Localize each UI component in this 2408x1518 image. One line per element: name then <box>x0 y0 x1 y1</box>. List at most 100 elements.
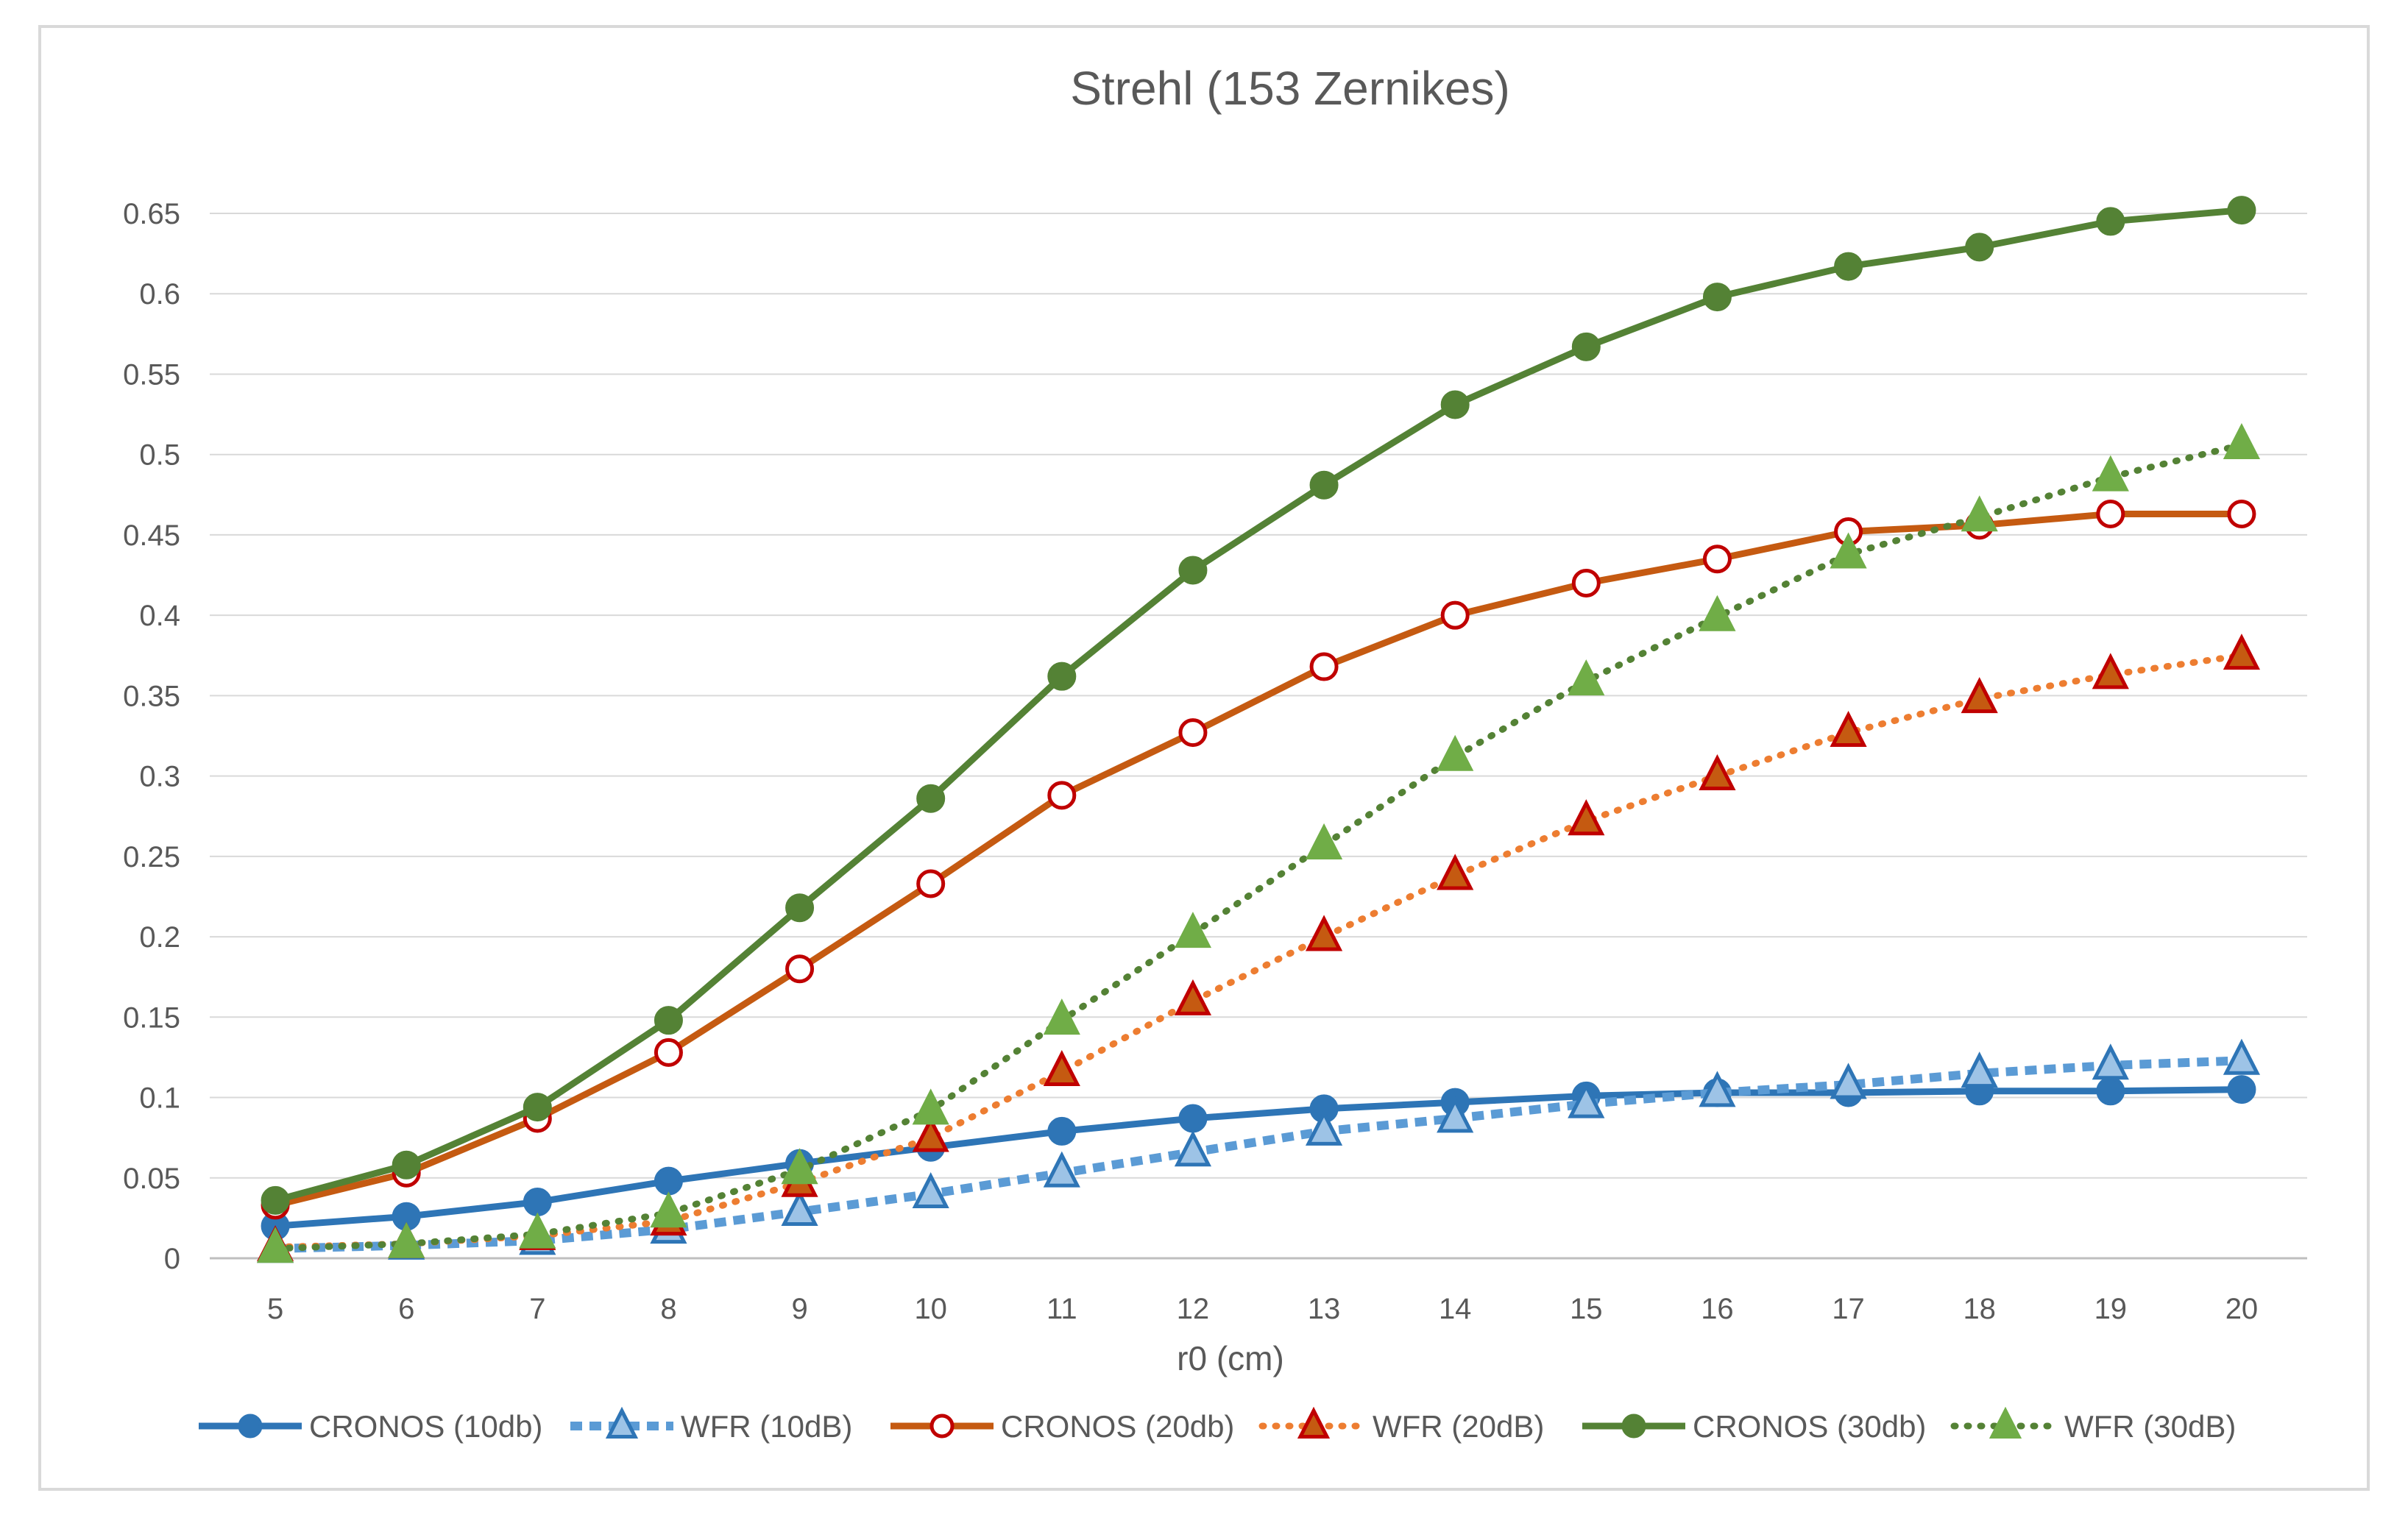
data-point <box>1568 799 1605 836</box>
data-point <box>1437 1096 1474 1133</box>
data-point <box>1047 781 1077 810</box>
data-point <box>1047 662 1077 691</box>
data-point <box>916 869 946 898</box>
data-point <box>916 784 946 813</box>
x-tick-label: 20 <box>2225 1293 2259 1325</box>
x-tick-label: 11 <box>1047 1293 1077 1325</box>
y-tick-label: 0.25 <box>123 841 180 873</box>
data-point <box>2092 653 2129 689</box>
legend-label: WFR (20dB) <box>1373 1409 1544 1444</box>
legend: CRONOS (10db) WFR (10dB) CRONOS (20db) WFR … <box>199 1406 2236 1444</box>
data-point <box>1309 470 1339 500</box>
data-point <box>912 1171 949 1209</box>
legend-label: CRONOS (20db) <box>1001 1409 1234 1444</box>
data-point <box>1568 1082 1605 1118</box>
data-point <box>2223 634 2261 670</box>
x-tick-label: 5 <box>267 1293 283 1325</box>
x-tick-label: 15 <box>1570 1293 1603 1325</box>
data-point <box>1174 979 1212 1015</box>
y-tick-label: 0.55 <box>123 358 180 391</box>
data-point <box>1702 545 1732 574</box>
data-point <box>523 1093 552 1122</box>
chart-title: Strehl (153 Zernikes) <box>1070 62 1510 115</box>
data-point <box>912 1116 949 1152</box>
data-point <box>2227 1075 2256 1104</box>
x-axis-title: r0 (cm) <box>1177 1339 1284 1377</box>
x-tick-label: 9 <box>791 1293 807 1325</box>
series-line <box>272 652 2245 1251</box>
y-tick-label: 0 <box>164 1243 180 1275</box>
y-tick-label: 0.15 <box>123 1001 180 1034</box>
series-group <box>256 196 2261 1263</box>
data-point <box>1043 1151 1080 1188</box>
x-tick-label: 10 <box>914 1293 947 1325</box>
y-tick-label: 0.35 <box>123 680 180 712</box>
x-tick-label: 19 <box>2094 1293 2128 1325</box>
legend-label: CRONOS (10db) <box>309 1409 542 1444</box>
data-point <box>1830 1063 1867 1099</box>
data-point <box>2092 455 2129 492</box>
data-point <box>785 954 815 984</box>
data-point <box>1830 532 1867 569</box>
data-point <box>912 1088 949 1125</box>
data-point <box>2096 207 2125 236</box>
legend-label: CRONOS (30db) <box>1693 1409 1926 1444</box>
data-point <box>1961 677 1998 714</box>
legend-marker <box>929 1414 955 1439</box>
series-line <box>274 207 2242 1204</box>
data-point <box>1174 1130 1212 1167</box>
data-point <box>1309 652 1339 681</box>
gridlines <box>210 213 2307 1260</box>
data-point <box>654 1006 683 1035</box>
data-point <box>781 1148 818 1185</box>
data-point <box>1305 1109 1343 1146</box>
data-point <box>1043 1049 1080 1086</box>
data-point <box>392 1150 421 1180</box>
data-point <box>2227 196 2256 225</box>
data-point <box>1699 1071 1736 1107</box>
x-tick-label: 12 <box>1177 1293 1210 1325</box>
y-tick-label: 0.65 <box>123 198 180 230</box>
data-point <box>1305 823 1343 859</box>
data-point <box>1830 710 1867 748</box>
series-5 <box>256 422 2261 1263</box>
data-point <box>785 893 815 923</box>
y-tick-label: 0.2 <box>139 921 180 954</box>
data-point <box>1699 753 1736 791</box>
legend-item: WFR (20dB) <box>1258 1406 1544 1444</box>
data-point <box>2223 422 2261 459</box>
series-line <box>275 1086 2242 1230</box>
data-point <box>256 1227 294 1263</box>
legend-marker <box>1989 1406 2022 1439</box>
series-1 <box>256 1038 2261 1263</box>
data-point <box>654 1166 683 1196</box>
data-point <box>523 1188 552 1217</box>
data-point <box>654 1038 683 1067</box>
data-point <box>1961 1051 1998 1088</box>
data-point <box>1043 999 1080 1035</box>
legend-marker <box>1621 1414 1646 1439</box>
legend-label: WFR (10dB) <box>681 1409 852 1444</box>
x-tick-label: 14 <box>1439 1293 1472 1325</box>
data-point <box>1440 390 1470 419</box>
x-tick-label: 18 <box>1963 1293 1996 1325</box>
y-tick-label: 0.4 <box>139 600 180 632</box>
data-point <box>781 1190 818 1227</box>
legend-item: WFR (30dB) <box>1950 1406 2236 1444</box>
x-tick-label: 7 <box>529 1293 545 1325</box>
y-tick-label: 0.45 <box>123 519 180 552</box>
y-tick-label: 0.05 <box>123 1163 180 1195</box>
series-4 <box>261 196 2256 1215</box>
x-tick-label: 17 <box>1832 1293 1865 1325</box>
legend-item: CRONOS (10db) <box>199 1409 542 1444</box>
legend-marker <box>1297 1406 1331 1439</box>
legend-item: CRONOS (30db) <box>1582 1409 1926 1444</box>
x-tick-label: 6 <box>398 1293 414 1325</box>
data-point <box>1178 718 1208 748</box>
data-point <box>1047 1116 1077 1146</box>
legend-item: CRONOS (20db) <box>890 1409 1234 1444</box>
data-point <box>1437 854 1474 890</box>
series-line <box>274 511 2242 1209</box>
y-tick-label: 0.1 <box>139 1082 180 1115</box>
